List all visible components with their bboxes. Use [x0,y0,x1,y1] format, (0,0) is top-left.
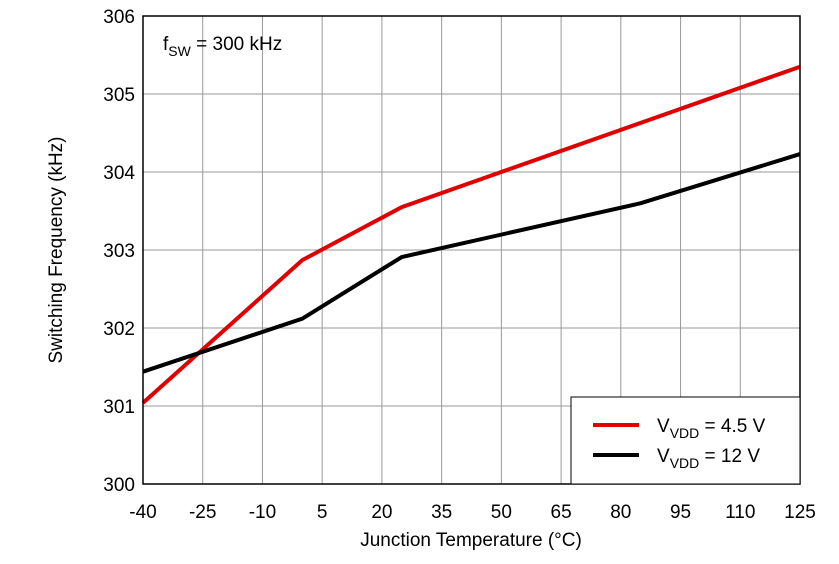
legend-label-sub: VDD [670,455,700,471]
legend-label-part: V [657,416,670,437]
plot-frame [142,15,801,485]
x-tick-label: 65 [551,502,572,523]
x-tick-label: 125 [784,502,816,523]
y-axis-label: Switching Frequency (kHz) [46,136,67,363]
lines [141,64,801,405]
legend-label-sub: VDD [670,425,700,441]
series-line [142,152,801,374]
x-tick-label: 50 [491,502,512,523]
x-tick-label: 20 [371,502,392,523]
legend-label-part: = 4.5 V [699,416,765,437]
y-tick-label: 305 [103,85,135,106]
y-tick-label: 300 [103,475,135,496]
y-tick-label: 306 [103,7,135,28]
annotation: fSW = 300 kHz [163,34,282,59]
legend-label: VVDD = 4.5 V [657,416,766,441]
y-tick-label: 303 [103,241,135,262]
x-tick-label: 5 [317,502,328,523]
x-tick-label: -40 [129,502,156,523]
legend-label-part: = 12 V [699,446,760,467]
x-tick-label: -10 [249,502,276,523]
y-tick-label: 304 [103,163,135,184]
y-tick-label: 302 [103,319,135,340]
y-tick-label: 301 [103,397,135,418]
annotation-part: = 300 kHz [191,34,282,55]
legend-label: VVDD = 12 V [657,446,760,471]
x-tick-label: 35 [431,502,452,523]
x-tick-label: 95 [670,502,691,523]
x-tick-label: -25 [189,502,216,523]
x-tick-label: 110 [725,502,755,523]
series-line [141,64,801,405]
x-axis-label: Junction Temperature (°C) [360,530,582,551]
legend-box [570,396,801,485]
annotation-part: f [163,34,169,55]
legend-label-part: V [657,446,670,467]
annotation-sub: SW [168,43,191,59]
x-tick-label: 80 [610,502,631,523]
